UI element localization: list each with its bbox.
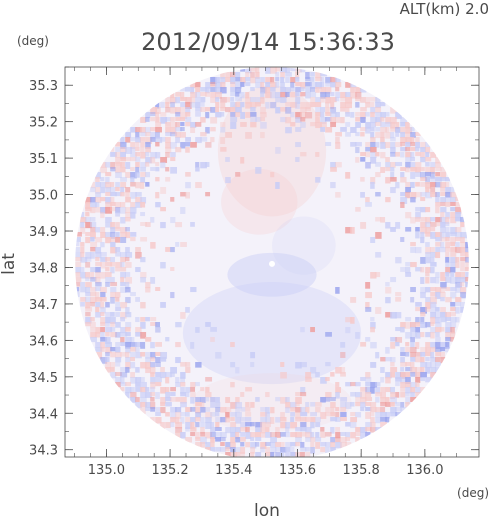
field-region-3	[182, 282, 362, 385]
y-tick-label: 34.7	[29, 298, 58, 313]
field-region-6	[192, 373, 352, 432]
radar-disc	[75, 67, 469, 457]
y-tick-label: 35.0	[29, 189, 58, 204]
radar-center	[269, 260, 275, 267]
x-axis-label: lon	[254, 501, 280, 521]
y-axis-label: lat	[0, 253, 19, 275]
x-tick-label: 135.2	[151, 463, 188, 478]
y-tick-label: 34.4	[29, 407, 58, 422]
y-unit-label: (deg)	[17, 34, 49, 48]
noisy-ring	[75, 67, 469, 457]
x-tick-label: 135.6	[279, 463, 316, 478]
y-tick-label: 34.9	[29, 225, 58, 240]
plot-frame	[64, 66, 480, 458]
y-tick-label: 34.5	[29, 371, 58, 386]
plot-area	[75, 67, 469, 457]
y-axis-ticks: 34.3 34.4 34.5 34.6 34.7 34.8 34.9 35.0 35.1 35.2…	[29, 66, 479, 459]
x-tick-label: 135.0	[88, 463, 125, 478]
y-tick-label: 35.1	[29, 152, 58, 167]
x-tick-label: 136.0	[406, 463, 443, 478]
y-tick-label: 34.3	[29, 444, 58, 459]
x-tick-label: 135.4	[215, 463, 252, 478]
x-axis-ticks: 135.0 135.2 135.4 135.6 135.8 136.0	[74, 67, 458, 478]
y-tick-label: 34.6	[29, 334, 58, 349]
y-tick-label: 34.8	[29, 261, 58, 276]
field-region-5	[272, 216, 336, 275]
y-tick-label: 35.3	[29, 79, 58, 94]
field-region-4	[227, 252, 317, 297]
x-tick-label: 135.8	[343, 463, 380, 478]
y-tick-label: 35.2	[29, 116, 58, 131]
chart-title: 2012/09/14 15:36:33	[141, 28, 395, 56]
x-unit-label: (deg)	[457, 486, 489, 500]
altitude-label: ALT(km) 2.0	[400, 0, 489, 18]
velocity-field	[75, 67, 469, 457]
